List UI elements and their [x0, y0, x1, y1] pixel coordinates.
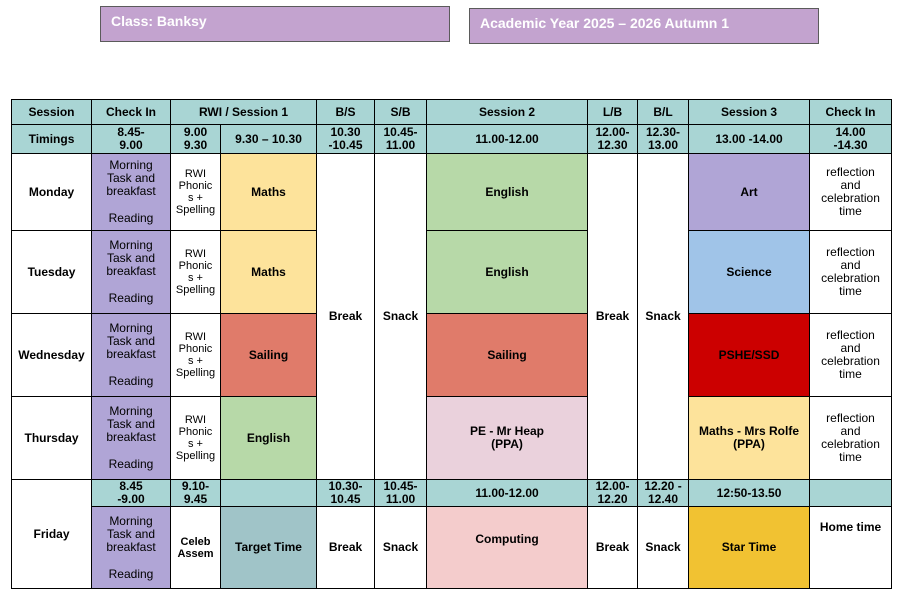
day-monday: Monday — [11, 153, 92, 231]
col-rwi-session1: RWI / Session 1 — [169, 99, 318, 125]
day-wednesday: Wednesday — [11, 313, 92, 397]
rwi-phonics-cell: RWI Phonic s + Spelling — [170, 396, 221, 480]
friday-row: Morning Task and breakfast Reading Celeb … — [12, 506, 893, 589]
col-session2: Session 2 — [426, 99, 589, 125]
morning-task-cell: Morning Task and breakfast Reading — [91, 313, 171, 397]
home-time-cell: Home time — [809, 506, 893, 589]
friday-timing-bs: 10.30- 10.45 — [316, 479, 376, 507]
wednesday-session3: PSHE/SSD — [688, 313, 811, 397]
morning-task-text: Morning Task and breakfast — [106, 238, 156, 278]
morning-task-text: Morning Task and breakfast — [106, 158, 156, 198]
thursday-session3: Maths - Mrs Rolfe (PPA) — [688, 396, 811, 480]
friday-timing-session3: 12:50-13.50 — [688, 479, 811, 507]
timing-sb: 10.45- 11.00 — [374, 124, 428, 154]
friday-timing-check-in: 8.45 -9.00 — [91, 479, 171, 507]
col-session: Session — [11, 99, 92, 125]
break-cell-lb: Break — [587, 153, 639, 480]
class-label: Class: Banksy — [111, 13, 207, 29]
friday-session3: Star Time — [688, 506, 811, 589]
friday-break-lb: Break — [587, 506, 639, 589]
break-cell-bs: Break — [316, 153, 376, 480]
tuesday-row: Tuesday Morning Task and breakfast Readin… — [11, 230, 893, 314]
day-thursday: Thursday — [11, 396, 92, 480]
snack-cell-sb: Snack — [374, 153, 428, 480]
col-sb: S/B — [374, 99, 428, 125]
thursday-session2: PE - Mr Heap (PPA) — [426, 396, 589, 480]
timing-check-in: 8.45- 9.00 — [91, 124, 171, 154]
col-lb: L/B — [587, 99, 639, 125]
rwi-phonics-cell: RWI Phonic s + Spelling — [170, 313, 221, 397]
timing-rwi: 9.00 9.30 — [170, 124, 221, 154]
col-check-in: Check In — [91, 99, 171, 125]
tuesday-session2: English — [426, 230, 589, 314]
celeb-assem-cell: Celeb Assem — [170, 506, 221, 589]
reflection-cell: reflection and celebration time — [809, 313, 893, 397]
friday-session2: Computing — [426, 506, 589, 589]
timetable: Session Check In RWI / Session 1 B/S S/B… — [11, 99, 893, 589]
col-bl: B/L — [637, 99, 690, 125]
timing-session1: 9.30 – 10.30 — [219, 124, 318, 154]
friday-timing-bl: 12.20 - 12.40 — [637, 479, 690, 507]
timing-lb: 12.00- 12.30 — [587, 124, 639, 154]
friday-session1: Target Time — [219, 506, 318, 589]
friday-timing-rwi: 9.10- 9.45 — [170, 479, 221, 507]
friday-timing-sb: 10.45- 11.00 — [374, 479, 428, 507]
rwi-phonics-cell: RWI Phonic s + Spelling — [170, 153, 221, 231]
snack-cell-bl: Snack — [637, 153, 690, 480]
monday-session3: Art — [688, 153, 811, 231]
reading-text: Reading — [108, 291, 154, 305]
monday-session1: Maths — [219, 153, 318, 231]
tuesday-session1: Maths — [219, 230, 318, 314]
friday-timings-row: Friday 8.45 -9.00 9.10- 9.45 10.30- 10.4… — [11, 479, 893, 589]
day-tuesday: Tuesday — [11, 230, 92, 314]
morning-task-cell: Morning Task and breakfast Reading — [91, 153, 171, 231]
reading-text: Reading — [108, 374, 154, 388]
friday-snack-bl: Snack — [637, 506, 690, 589]
class-title-box: Class: Banksy — [100, 6, 450, 42]
friday-break-bs: Break — [316, 506, 376, 589]
day-friday: Friday — [11, 479, 92, 589]
tuesday-session3: Science — [688, 230, 811, 314]
timing-bl: 12.30- 13.00 — [637, 124, 690, 154]
wednesday-session1: Sailing — [219, 313, 318, 397]
monday-row: Monday Morning Task and breakfast Reading… — [11, 153, 893, 480]
morning-task-cell: Morning Task and breakfast Reading — [91, 396, 171, 480]
morning-task-cell: Morning Task and breakfast Reading — [91, 506, 171, 589]
wednesday-row: Wednesday Morning Task and breakfast Read… — [11, 313, 893, 397]
reflection-cell: reflection and celebration time — [809, 153, 893, 231]
timings-row: Timings 8.45- 9.00 9.00 9.30 9.30 – 10.3… — [11, 124, 893, 154]
friday-timing-end — [809, 479, 893, 507]
timings-label: Timings — [11, 124, 92, 154]
friday-timing-session1 — [219, 479, 318, 507]
monday-session2: English — [426, 153, 589, 231]
friday-timing-lb: 12.00- 12.20 — [587, 479, 639, 507]
reading-text: Reading — [108, 457, 154, 471]
rwi-phonics-cell: RWI Phonic s + Spelling — [170, 230, 221, 314]
thursday-row: Thursday Morning Task and breakfast Readi… — [11, 396, 893, 480]
timing-check-in-end: 14.00 -14.30 — [809, 124, 893, 154]
friday-timing-session2: 11.00-12.00 — [426, 479, 589, 507]
col-check-in-end: Check In — [809, 99, 893, 125]
morning-task-text: Morning Task and breakfast — [106, 513, 156, 554]
header-row: Session Check In RWI / Session 1 B/S S/B… — [11, 99, 893, 125]
col-bs: B/S — [316, 99, 376, 125]
morning-task-text: Morning Task and breakfast — [106, 321, 156, 361]
morning-task-text: Morning Task and breakfast — [106, 404, 156, 444]
timing-bs: 10.30 -10.45 — [316, 124, 376, 154]
col-session3: Session 3 — [688, 99, 811, 125]
reflection-cell: reflection and celebration time — [809, 230, 893, 314]
reading-text: Reading — [108, 211, 154, 225]
reading-text: Reading — [108, 566, 154, 581]
wednesday-session2: Sailing — [426, 313, 589, 397]
timing-session2: 11.00-12.00 — [426, 124, 589, 154]
timing-session3: 13.00 -14.00 — [688, 124, 811, 154]
thursday-session1: English — [219, 396, 318, 480]
morning-task-cell: Morning Task and breakfast Reading — [91, 230, 171, 314]
reflection-cell: reflection and celebration time — [809, 396, 893, 480]
academic-year-label: Academic Year 2025 – 2026 Autumn 1 — [480, 15, 730, 31]
academic-year-box: Academic Year 2025 – 2026 Autumn 1 — [469, 8, 819, 44]
friday-snack-sb: Snack — [374, 506, 428, 589]
